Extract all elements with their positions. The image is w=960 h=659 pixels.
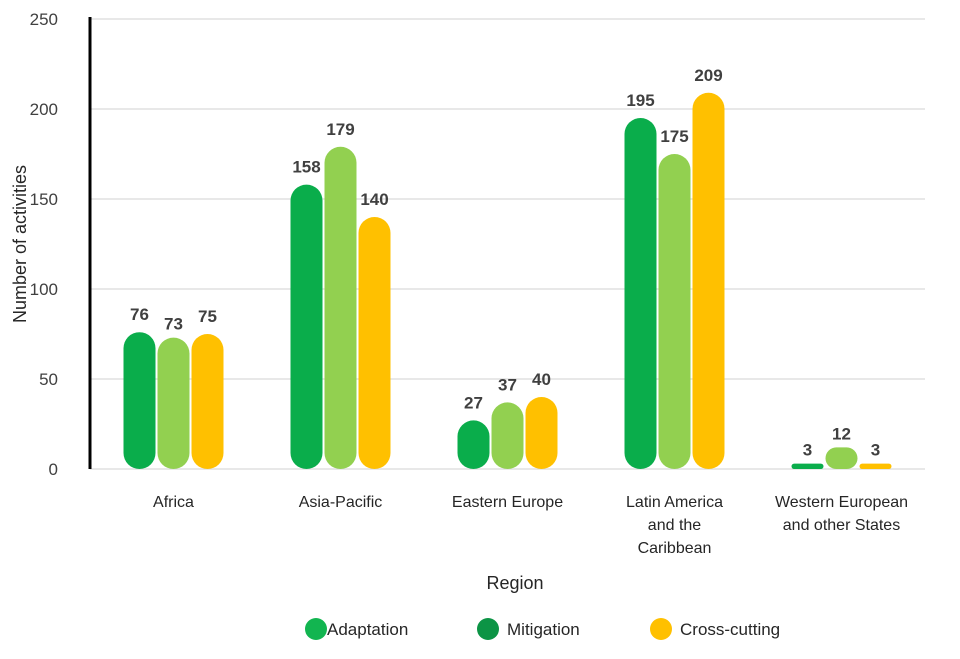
bar-cross-cutting xyxy=(692,92,725,470)
bar-adaptation xyxy=(624,118,657,469)
x-axis-title: Region xyxy=(486,573,543,593)
bar-cross-cutting xyxy=(191,334,224,469)
data-label: 27 xyxy=(464,393,483,412)
legend-label: Cross-cutting xyxy=(680,620,780,639)
y-tick-label: 150 xyxy=(30,190,58,209)
x-tick-label: Africa xyxy=(153,494,194,511)
x-tick-label: Eastern Europe xyxy=(452,494,563,511)
y-tick-label: 0 xyxy=(49,460,58,479)
bar-cross-cutting xyxy=(358,217,391,469)
y-tick-label: 200 xyxy=(30,100,58,119)
bar-mitigation xyxy=(658,154,691,469)
bar-adaptation xyxy=(791,463,824,469)
y-axis-title: Number of activities xyxy=(10,165,30,323)
bar-cross-cutting xyxy=(859,463,892,469)
bar-mitigation xyxy=(825,447,858,469)
x-tick-label: Asia-Pacific xyxy=(299,494,383,511)
data-label: 76 xyxy=(130,305,149,324)
x-tick-label: Latin America xyxy=(626,494,723,511)
legend-marker-mitigation xyxy=(477,618,499,640)
bar-adaptation xyxy=(123,332,156,469)
x-tick-label: Western European xyxy=(775,494,908,511)
data-label: 179 xyxy=(326,120,354,139)
data-label: 73 xyxy=(164,315,183,334)
data-label: 37 xyxy=(498,375,517,394)
legend-marker-cross-cutting xyxy=(650,618,672,640)
bar-mitigation xyxy=(324,146,357,470)
bar-cross-cutting xyxy=(525,397,558,469)
data-label: 3 xyxy=(803,441,812,460)
data-label: 3 xyxy=(871,441,880,460)
y-tick-label: 50 xyxy=(39,370,58,389)
data-label: 40 xyxy=(532,370,551,389)
bar-mitigation xyxy=(491,402,524,469)
x-tick-label: Caribbean xyxy=(638,540,712,557)
bar-adaptation xyxy=(290,184,323,469)
legend-label: Mitigation xyxy=(507,620,580,639)
data-label: 175 xyxy=(660,127,688,146)
bar-adaptation xyxy=(457,420,490,469)
data-label: 12 xyxy=(832,424,851,443)
x-tick-label: and the xyxy=(648,517,701,534)
legend-marker-adaptation xyxy=(305,618,327,640)
data-label: 140 xyxy=(360,190,388,209)
y-tick-label: 100 xyxy=(30,280,58,299)
data-label: 158 xyxy=(292,158,320,177)
legend-label: Adaptation xyxy=(327,620,408,639)
x-tick-label: and other States xyxy=(783,517,900,534)
data-label: 209 xyxy=(694,66,722,85)
data-label: 75 xyxy=(198,307,217,326)
y-tick-label: 250 xyxy=(30,10,58,29)
data-label: 195 xyxy=(626,91,654,110)
bar-mitigation xyxy=(157,337,190,469)
